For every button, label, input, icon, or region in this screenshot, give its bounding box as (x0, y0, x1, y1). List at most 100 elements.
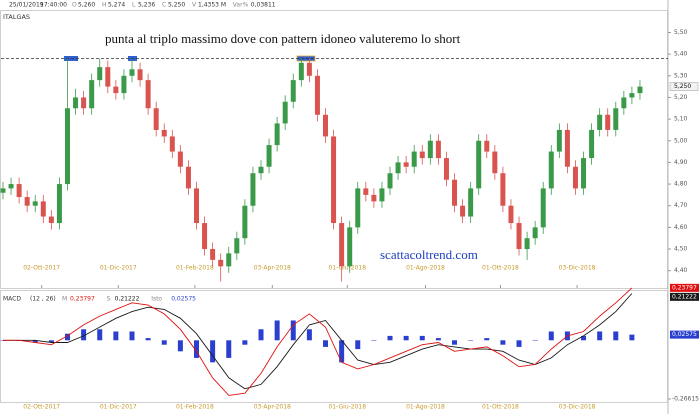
y-tick-label: 4,40 (674, 267, 688, 274)
y-tick-label: 4,90 (674, 159, 688, 166)
candle-body (532, 227, 538, 239)
histogram-bar (484, 338, 490, 341)
histogram-bar (613, 331, 619, 341)
readout-value: 5,274 (108, 2, 125, 9)
candle-body (282, 101, 288, 124)
readout-value: 0,03811 (251, 2, 276, 9)
candle-body (524, 238, 530, 250)
histogram-bar (452, 340, 458, 345)
histogram-bar (97, 329, 103, 341)
candle-body (548, 151, 554, 189)
macd-line (3, 293, 633, 390)
candle-body (137, 69, 143, 81)
x-tick-label: 03-Dic-2018 (559, 265, 596, 272)
x-tick-label: 01-Feb-2018 (176, 265, 214, 272)
histogram-bar (193, 340, 199, 358)
histogram-bar (81, 329, 87, 341)
candle-body (0, 188, 6, 193)
candle-body (129, 69, 135, 76)
histogram-bar (210, 340, 216, 363)
histogram-bar (435, 338, 441, 341)
candle-body (637, 86, 643, 94)
readout-value: 1,4353 M (198, 2, 226, 9)
candle-body (97, 67, 103, 81)
candle-body (274, 123, 280, 146)
x-tick-label: 03-Apr-2018 (254, 265, 291, 272)
candle-body (371, 194, 377, 202)
histogram-bar (516, 340, 522, 347)
candle-body (564, 129, 570, 167)
candle-body (40, 201, 46, 217)
candle-body (16, 184, 22, 198)
macd-title: MACD (3, 296, 21, 303)
histogram-bar (306, 329, 312, 341)
value-box-label: 0,02575 (672, 331, 697, 338)
macd-legend-value: 0,21222 (115, 296, 140, 303)
candle-body (347, 227, 353, 267)
candle-body (411, 151, 417, 167)
candle-body (379, 188, 385, 202)
candle-body (419, 151, 425, 159)
histogram-bar (548, 331, 554, 341)
histogram-bar (629, 334, 635, 341)
candle-body (185, 166, 191, 189)
histogram-bar (32, 340, 38, 343)
candle-body (81, 97, 87, 109)
candle-body (468, 188, 474, 217)
y-tick-label: 5,10 (674, 116, 688, 123)
candle-body (242, 205, 248, 239)
readout-key: O (72, 2, 77, 9)
candle-body (218, 259, 224, 267)
candle-body (476, 140, 482, 189)
histogram-bar (290, 320, 296, 341)
y-tick-label: 5,30 (674, 72, 688, 79)
x-tick-label: 01-Giu-2018 (328, 265, 366, 272)
histogram-bar (500, 340, 506, 345)
histogram-bar (0, 340, 6, 341)
annotation: punta al triplo massimo dove con pattern… (105, 31, 461, 46)
candle-body (452, 179, 458, 206)
readout-key: Var% (233, 2, 249, 9)
x-tick-label: 01-Giu-2018 (328, 404, 366, 411)
x-tick-label: 01-Ago-2018 (406, 404, 445, 411)
readout-time: 17:40:00 (40, 2, 67, 9)
histogram-bar (242, 340, 248, 345)
symbol: ITALGAS (3, 13, 30, 21)
value-box-label: 0,21222 (672, 293, 697, 300)
histogram-bar (64, 333, 70, 341)
histogram-bar (355, 340, 361, 350)
candle-body (500, 173, 506, 206)
candle-body (290, 80, 296, 102)
readout-key: H (102, 2, 107, 9)
candle-body (153, 108, 159, 130)
last-price-label: 5,250 (674, 83, 691, 90)
y-tick-label: 4,80 (674, 181, 688, 188)
histogram-bar (597, 331, 603, 341)
candle-body (572, 166, 578, 189)
histogram-bar (323, 340, 329, 347)
histogram-bar (532, 340, 538, 341)
candle-body (427, 140, 433, 159)
value-box (670, 330, 699, 339)
macd-legend-name: M (62, 296, 67, 303)
candle-body (331, 136, 337, 224)
histogram-bar (226, 340, 232, 358)
histogram-bar (129, 331, 135, 341)
candle-body (605, 114, 611, 130)
candle-body (226, 253, 232, 267)
y-tick-label: 4,70 (674, 202, 688, 209)
macd-legend-value: 0,23797 (70, 296, 95, 303)
candle-body (32, 201, 38, 206)
candle-body (597, 114, 603, 130)
watermark: scattacoltrend.com (380, 247, 478, 262)
y-tick-label: -0,26615 (672, 395, 699, 402)
candle-body (306, 62, 312, 76)
candle-body (621, 97, 627, 109)
candle-body (355, 188, 361, 228)
histogram-bar (419, 335, 425, 341)
histogram-bar (161, 340, 167, 345)
candle-body (121, 75, 127, 94)
last-price-box (669, 82, 699, 91)
